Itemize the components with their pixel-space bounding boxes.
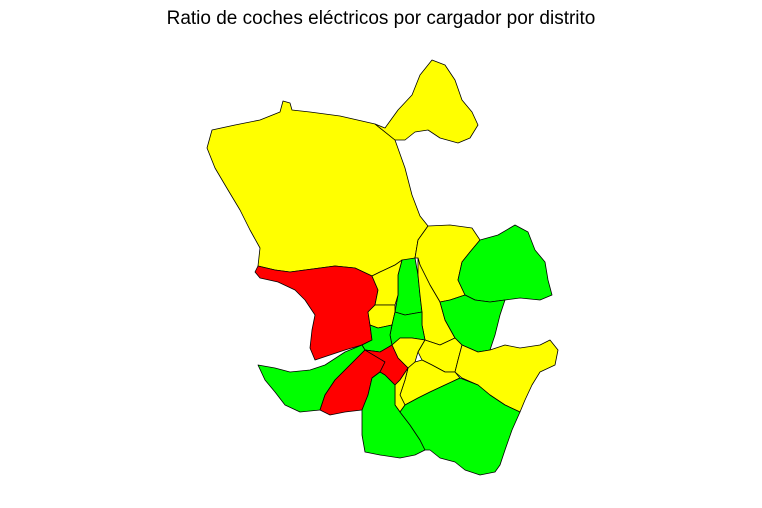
map-title: Ratio de coches eléctricos por cargador … — [166, 8, 596, 29]
district-north-east-lobe[interactable] — [374, 59, 479, 144]
district-north-east[interactable] — [457, 224, 553, 303]
district-center-left-a[interactable] — [371, 259, 403, 306]
district-center-left-b[interactable] — [367, 304, 396, 329]
district-east[interactable] — [454, 339, 559, 413]
district-south-east[interactable] — [399, 377, 521, 476]
